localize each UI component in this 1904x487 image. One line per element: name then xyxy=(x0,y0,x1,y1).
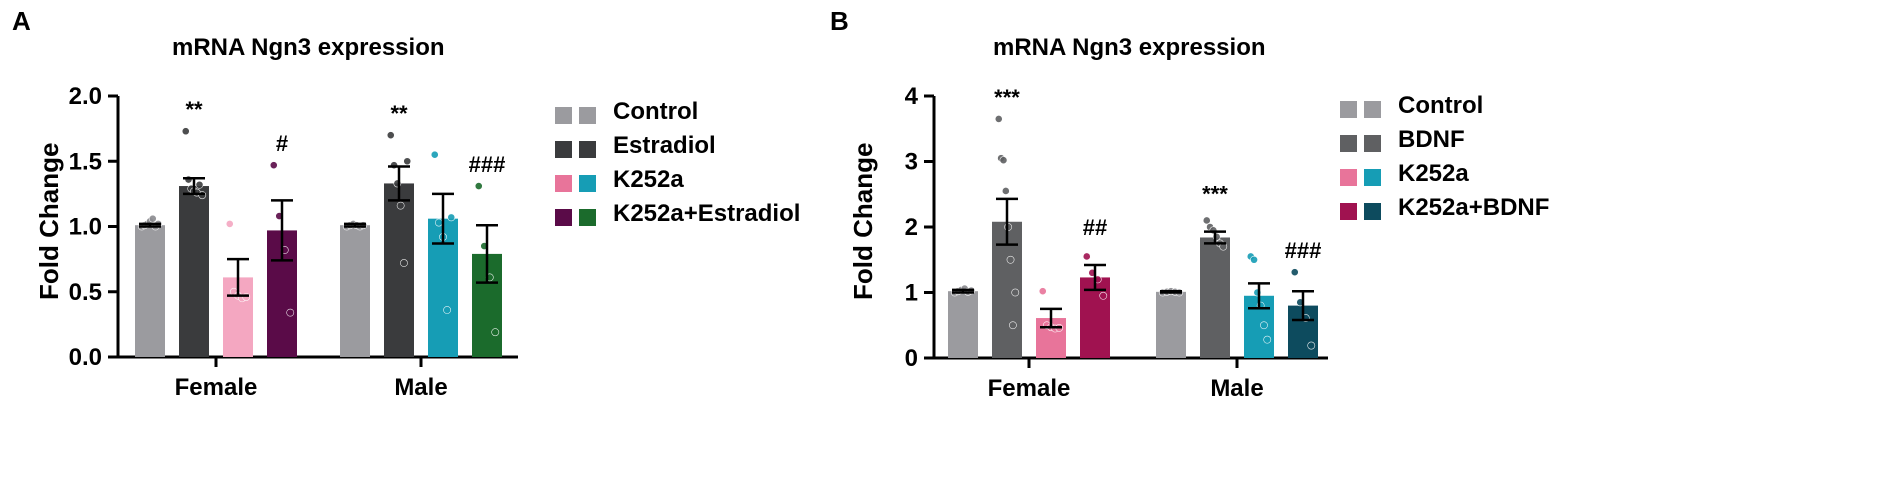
data-point xyxy=(1001,187,1010,195)
legend-swatch xyxy=(579,107,596,124)
data-point xyxy=(1038,287,1047,296)
data-point xyxy=(403,157,412,166)
panel-a: A mRNA Ngn3 expression Fold Change 0.0 0.… xyxy=(12,6,801,401)
data-point xyxy=(225,219,234,228)
legend-label: Estradiol xyxy=(613,132,716,159)
legend-swatch xyxy=(1340,169,1357,186)
data-point xyxy=(474,182,483,190)
legend-swatch xyxy=(1340,101,1357,118)
data-point xyxy=(195,180,204,189)
data-point xyxy=(1263,335,1272,344)
data-point xyxy=(1082,252,1091,261)
data-point xyxy=(386,131,395,140)
legend-swatch xyxy=(1340,203,1357,220)
data-point xyxy=(430,150,439,159)
y-tick-label: 1.5 xyxy=(69,148,102,175)
x-tick-label: Male xyxy=(394,374,447,401)
data-point xyxy=(1006,255,1015,264)
bar xyxy=(384,183,414,357)
legend-label: Control xyxy=(1398,92,1484,119)
significance-label: ** xyxy=(185,97,203,122)
x-tick-label: Female xyxy=(988,375,1071,402)
legend-swatch xyxy=(579,141,596,158)
legend-swatch xyxy=(579,175,596,192)
significance-label: # xyxy=(276,131,288,156)
legend-swatch xyxy=(1364,169,1381,186)
data-point xyxy=(148,214,157,223)
data-point xyxy=(396,201,405,210)
x-tick-label: Male xyxy=(1210,375,1263,402)
bar-chart-a: 0.0 0.5 1.0 1.5 2.0 ** # ** ### Female Male xyxy=(69,83,518,401)
data-point xyxy=(1011,288,1020,297)
bar xyxy=(135,225,165,357)
legend-swatch xyxy=(555,209,572,226)
y-tick-label: 2.0 xyxy=(69,83,102,110)
legend-swatch xyxy=(555,175,572,192)
y-tick-label: 4 xyxy=(905,83,919,110)
panel-letter: B xyxy=(830,6,849,36)
legend-swatch xyxy=(1364,135,1381,152)
data-point xyxy=(447,213,456,222)
legend-swatch xyxy=(579,209,596,226)
legend-label: K252a xyxy=(613,166,684,193)
legend-swatch xyxy=(555,107,572,124)
legend-label: K252a xyxy=(1398,160,1469,187)
data-point xyxy=(1250,255,1258,264)
data-point xyxy=(1008,321,1017,330)
bar xyxy=(179,186,209,357)
significance-label: ** xyxy=(390,101,408,126)
y-tick-label: 1 xyxy=(905,280,918,307)
bar xyxy=(340,225,370,357)
y-tick-label: 0.5 xyxy=(69,279,102,306)
data-point xyxy=(999,156,1008,165)
data-point xyxy=(1202,216,1211,225)
legend-label: BDNF xyxy=(1398,126,1465,153)
y-tick-label: 0 xyxy=(905,345,918,372)
chart-title: mRNA Ngn3 expression xyxy=(172,34,445,61)
data-point xyxy=(400,259,408,267)
y-tick-label: 1.0 xyxy=(69,214,102,241)
significance-label: *** xyxy=(1202,182,1228,207)
bar xyxy=(948,291,978,358)
data-point xyxy=(1260,321,1268,330)
significance-label: ## xyxy=(1083,215,1107,240)
legend-swatch xyxy=(1364,101,1381,118)
data-point xyxy=(286,308,295,317)
data-point xyxy=(443,306,452,314)
panel-letter: A xyxy=(12,6,31,36)
bar xyxy=(1200,237,1230,358)
bar xyxy=(1156,291,1186,358)
y-tick-label: 0.0 xyxy=(69,344,102,371)
data-point xyxy=(269,161,278,170)
x-tick-label: Female xyxy=(175,374,258,401)
y-tick-label: 2 xyxy=(905,214,918,241)
chart-title: mRNA Ngn3 expression xyxy=(993,34,1266,61)
data-point xyxy=(1307,341,1316,350)
data-point xyxy=(1099,291,1108,300)
data-point xyxy=(1290,268,1299,277)
significance-label: ### xyxy=(469,152,506,177)
legend-label: Control xyxy=(613,98,699,125)
legend-label: K252a+Estradiol xyxy=(613,200,801,227)
significance-label: ### xyxy=(1285,238,1322,263)
y-tick-label: 3 xyxy=(905,149,918,176)
legend-swatch xyxy=(1340,135,1357,152)
legend-swatch xyxy=(1364,203,1381,220)
legend-swatch xyxy=(555,141,572,158)
bar-chart-b: 0 1 2 3 4 *** ## *** ### Female Male xyxy=(905,83,1328,402)
legend-label: K252a+BDNF xyxy=(1398,194,1550,221)
data-point xyxy=(181,127,190,136)
significance-label: *** xyxy=(994,85,1020,110)
data-point xyxy=(491,328,500,337)
data-point xyxy=(994,115,1003,123)
